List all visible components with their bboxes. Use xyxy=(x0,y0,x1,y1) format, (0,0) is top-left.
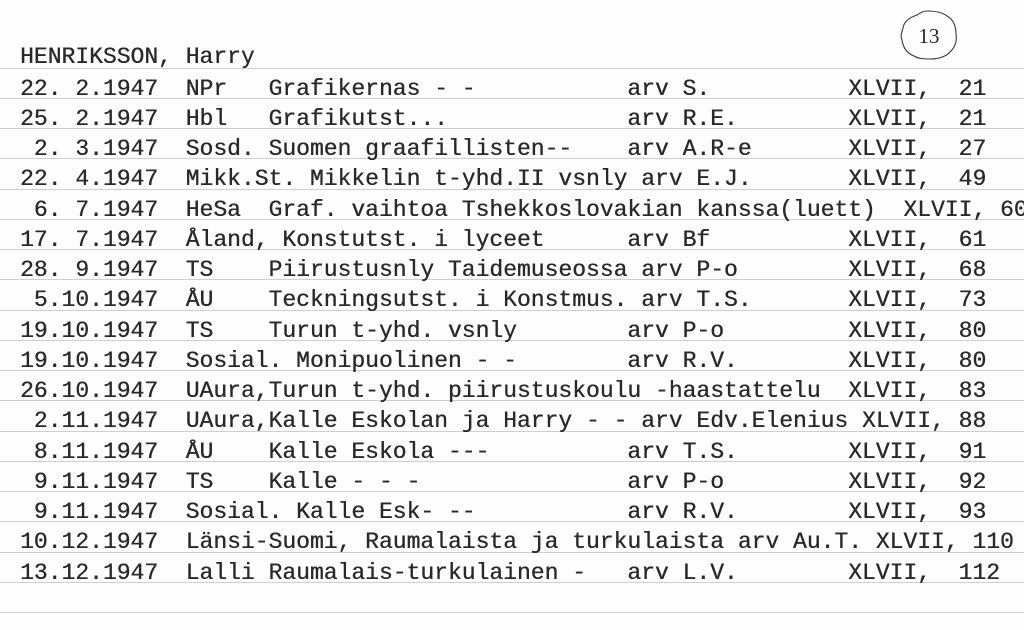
svg-text:13: 13 xyxy=(919,24,940,48)
